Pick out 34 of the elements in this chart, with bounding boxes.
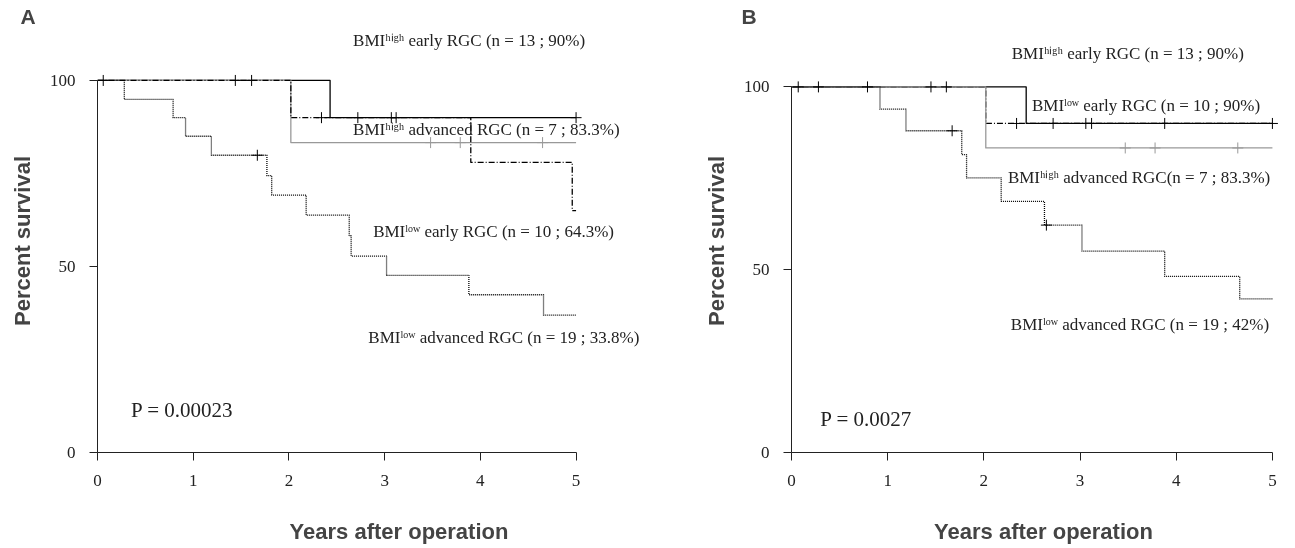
text: BMIʰⁱᵍʰ early RGC (n = 13 ; 90%) [353, 30, 586, 50]
series-label: BMIʰⁱᵍʰ advanced RGC (n = 7 ; 83.3%) [353, 120, 620, 140]
x-tick-label: 0 [787, 470, 796, 490]
series-label: BMIʰⁱᵍʰ advanced RGC(n = 7 ; 83.3%) [1007, 167, 1271, 187]
chart-title: B [741, 4, 757, 28]
series-label: BMIˡᵒʷ early RGC (n = 10 ; 90%) [1031, 95, 1261, 115]
x-tick-label: 3 [1075, 470, 1085, 490]
chart-title: A [20, 4, 36, 28]
x-tick-label: 2 [979, 470, 989, 490]
x-tick-label: 0 [93, 470, 102, 490]
y-tick-label: 0 [761, 443, 770, 462]
y-tick-label: 50 [752, 260, 770, 280]
text: BMIˡᵒʷ advanced RGC (n = 19 ; 33.8%) [368, 327, 640, 347]
x-axis-title: Years after operation [934, 518, 1153, 544]
y-axis-title: Percent survival [704, 156, 729, 326]
x-tick-label: 5 [1268, 470, 1277, 490]
y-tick-label: 0 [67, 443, 76, 462]
y-tick-label: 50 [58, 256, 76, 276]
x-tick-label: 3 [380, 470, 389, 490]
series-label: BMIˡᵒʷ advanced RGC (n = 19 ; 42%) [1010, 315, 1270, 335]
x-tick-label: 4 [1171, 470, 1181, 490]
x-axis-title: Years after operation [289, 518, 509, 544]
annotation: P = 0.0027 [820, 406, 912, 431]
x-tick-label: 1 [883, 470, 892, 490]
annotation: P = 0.00023 [131, 398, 233, 423]
x-tick-label: 4 [476, 470, 486, 490]
x-tick-label: 5 [571, 470, 581, 490]
x-tick-label: 1 [188, 470, 198, 490]
x-tick-label: 2 [284, 470, 294, 490]
y-tick-label: 100 [50, 70, 76, 90]
text: BMIˡᵒʷ early RGC (n = 10 ; 64.3%) [373, 222, 614, 242]
y-axis-title: Percent survival [10, 156, 35, 326]
series-label: BMIʰⁱᵍʰ early RGC (n = 13 ; 90%) [1011, 44, 1244, 64]
y-tick-label: 100 [744, 77, 770, 97]
